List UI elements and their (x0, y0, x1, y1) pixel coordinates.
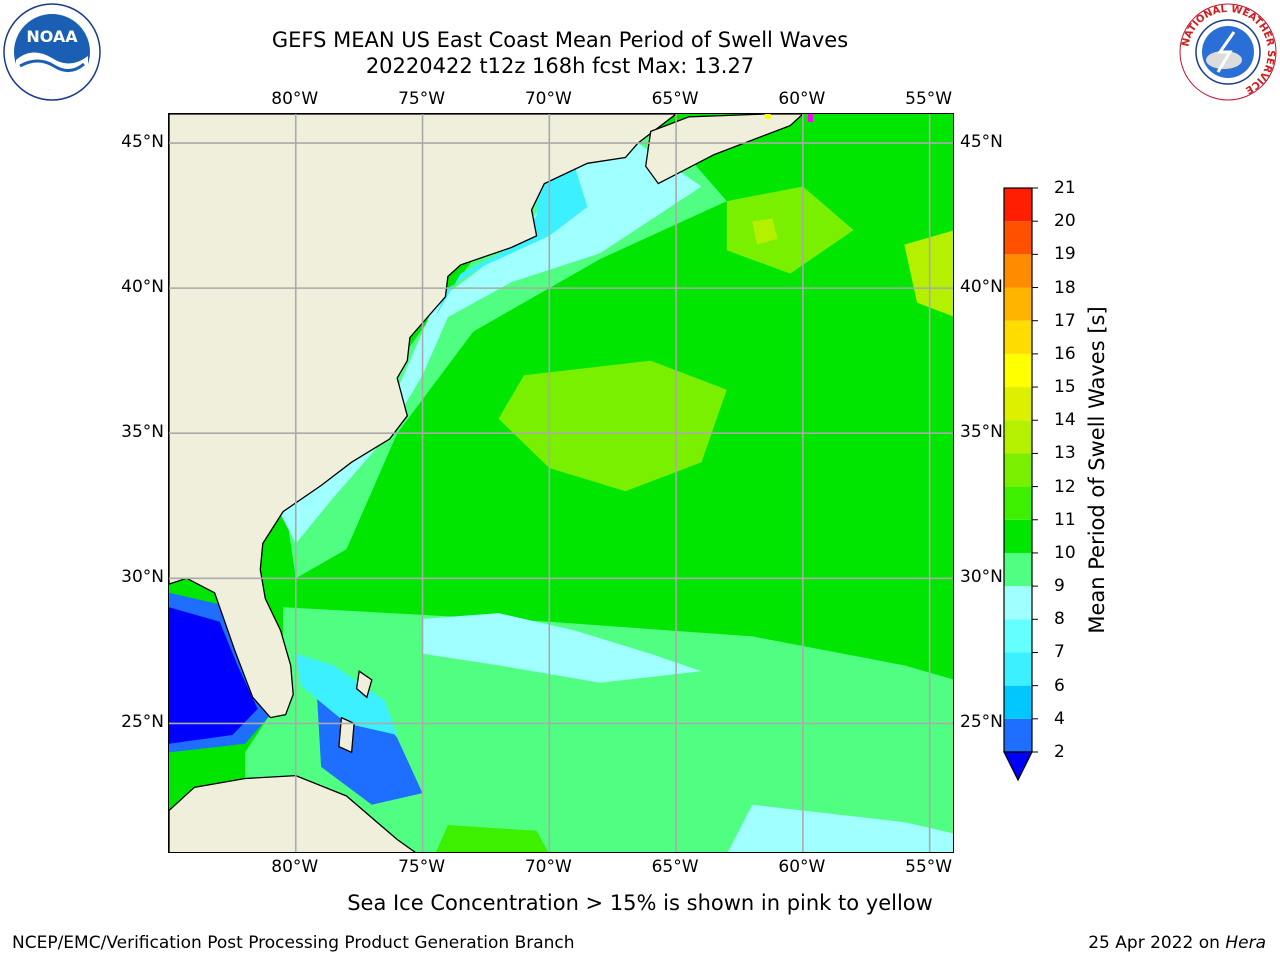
band-12-13-cape-hatteras (498, 360, 727, 492)
colorbar-tick-label: 10 (1054, 542, 1076, 563)
sea-ice-mark (807, 114, 813, 122)
colorbar-tick-label: 21 (1054, 178, 1076, 198)
footer-date-text: 25 Apr 2022 on (1088, 933, 1220, 953)
band-11-12-hispaniola (436, 825, 549, 852)
lat-label-left: 25°N (121, 712, 164, 733)
nws-logo: NATIONAL WEATHER SERVICE (1179, 3, 1277, 101)
lat-label-right: 35°N (960, 422, 1003, 443)
lat-label-left: 30°N (121, 567, 164, 588)
land-andros (338, 716, 355, 754)
colorbar-tick-label: 14 (1054, 410, 1076, 431)
land-cuba (169, 774, 416, 852)
colorbar-segment (1004, 420, 1032, 454)
colorbar-label: Mean Period of Swell Waves [s] (1085, 306, 1109, 634)
band-13-14-spot (752, 218, 778, 245)
colorbar-segment (1004, 188, 1032, 222)
noaa-logo: NOAA (3, 3, 101, 101)
colorbar-under-arrow (1003, 751, 1033, 782)
lon-label-bottom: 60°W (778, 857, 826, 877)
lat-label-left: 35°N (121, 422, 164, 443)
colorbar-segment (1004, 685, 1032, 719)
colorbar-segment (1004, 453, 1032, 487)
lat-label-left: 45°N (121, 132, 164, 153)
colorbar-segment (1004, 519, 1032, 553)
lon-label-bottom: 65°W (651, 857, 699, 877)
colorbar-segment (1004, 552, 1032, 587)
colorbar-segment (1004, 254, 1032, 288)
lon-label-top: 70°W (524, 89, 572, 109)
lon-label-bottom: 55°W (905, 857, 953, 877)
colorbar-segment (1004, 353, 1032, 388)
colorbar-segment (1004, 221, 1032, 255)
colorbar-tick-label: 8 (1054, 609, 1065, 630)
colorbar-segment (1004, 652, 1032, 686)
colorbar-segment (1004, 718, 1032, 752)
colorbar-tick-label: 16 (1054, 343, 1076, 364)
land-nova-scotia (645, 114, 804, 185)
colorbar-tick-label: 9 (1054, 576, 1065, 597)
footer-credit: NCEP/EMC/Verification Post Processing Pr… (12, 933, 575, 953)
sea-ice-note: Sea Ice Concentration > 15% is shown in … (347, 891, 933, 915)
lon-label-top: 65°W (651, 89, 699, 109)
colorbar-tick-label: 7 (1054, 642, 1065, 663)
map-canvas (169, 114, 953, 852)
colorbar-frame (1003, 187, 1033, 753)
band-8-9-shelf (280, 143, 702, 544)
colorbar-tick-label: 15 (1054, 377, 1076, 398)
land-abaco (355, 670, 373, 699)
colorbar-segment (1004, 320, 1032, 354)
chart-subtitle: 20220422 t12z 168h fcst Max: 13.27 (365, 54, 755, 78)
colorbar-segment (1004, 387, 1032, 421)
band-under-2-gulf (169, 607, 258, 744)
lat-label-right: 40°N (960, 277, 1003, 298)
lon-label-bottom: 70°W (524, 857, 572, 877)
colorbar-tick-label: 17 (1054, 310, 1076, 331)
band-13-14-east (904, 230, 953, 317)
lat-label-right: 45°N (960, 132, 1003, 153)
colorbar-segment (1004, 486, 1032, 520)
lat-label-left: 40°N (121, 277, 164, 298)
colorbar-tick-label: 12 (1054, 476, 1076, 497)
colorbar-tick-label: 18 (1054, 277, 1076, 298)
colorbar-tick-label: 11 (1054, 509, 1076, 530)
colorbar-tick-label: 19 (1054, 244, 1076, 265)
map-panel (168, 113, 954, 853)
band-12-13-grand-banks (726, 186, 854, 274)
lon-label-top: 60°W (778, 89, 826, 109)
colorbar-segment (1004, 586, 1032, 620)
lon-label-top: 55°W (905, 89, 953, 109)
noaa-logo-text: NOAA (26, 27, 78, 46)
colorbar-tick-label: 13 (1054, 443, 1076, 464)
sea-ice-mark (764, 114, 771, 119)
lat-label-right: 25°N (960, 712, 1003, 733)
band-6-7-bahamas (295, 653, 398, 735)
lon-label-top: 80°W (271, 89, 319, 109)
footer-host: Hera (1225, 933, 1266, 953)
lon-label-bottom: 80°W (271, 857, 319, 877)
chart-title: GEFS MEAN US East Coast Mean Period of S… (271, 28, 849, 52)
colorbar-tick-label: 4 (1054, 708, 1065, 729)
colorbar-tick-label: 6 (1054, 675, 1065, 696)
colorbar-tick-label: 2 (1054, 742, 1065, 762)
band-8-9-east (727, 804, 953, 852)
colorbar-segment (1004, 287, 1032, 321)
colorbar-segment (1004, 619, 1032, 653)
footer-date: 25 Apr 2022 on Hera (1088, 933, 1266, 953)
band-8-9-mid (422, 613, 702, 683)
colorbar (1003, 187, 1038, 782)
lat-label-right: 30°N (960, 567, 1003, 588)
colorbar-tick-label: 20 (1054, 211, 1076, 232)
lon-label-bottom: 75°W (398, 857, 446, 877)
lon-label-top: 75°W (398, 89, 446, 109)
